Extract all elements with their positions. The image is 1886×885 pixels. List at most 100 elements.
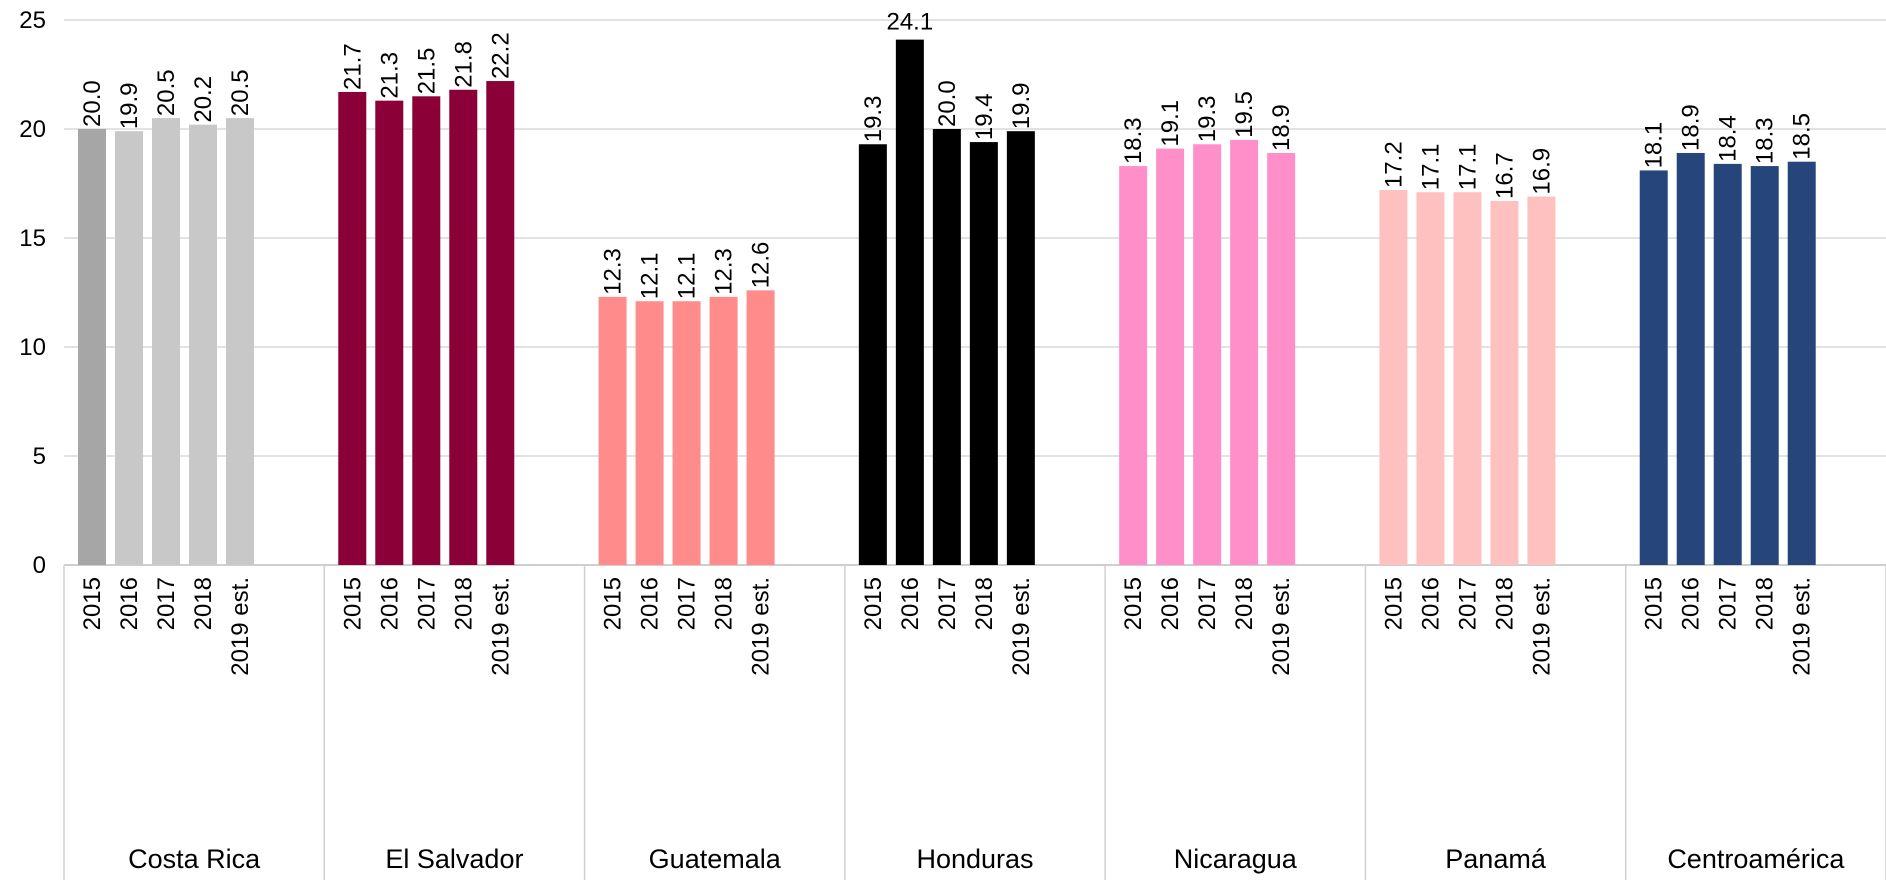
data-label: 18.5 [1789, 113, 1816, 160]
bar [1527, 196, 1556, 565]
bar [1267, 152, 1296, 566]
bar [1006, 131, 1035, 565]
category-label: 2017 [674, 577, 701, 630]
group-label: Panamá [1445, 844, 1547, 874]
group-label: Nicaragua [1174, 844, 1298, 874]
bar [1453, 192, 1482, 565]
category-label: 2015 [79, 577, 106, 630]
y-tick-label: 15 [19, 225, 46, 252]
bar [152, 118, 180, 565]
bar [858, 144, 887, 565]
data-label: 16.7 [1491, 152, 1518, 199]
bar [746, 290, 775, 565]
data-label: 19.4 [971, 93, 998, 140]
bar [932, 129, 961, 565]
data-label: 20.5 [227, 69, 254, 116]
category-label: 2017 [1454, 577, 1481, 630]
bar [449, 89, 478, 565]
y-tick-label: 25 [19, 7, 46, 34]
bar [709, 296, 738, 565]
data-label: 20.5 [153, 69, 180, 116]
category-label: 2016 [1157, 577, 1184, 630]
data-label: 21.5 [413, 48, 440, 95]
y-tick-label: 20 [19, 116, 46, 143]
data-label: 19.9 [116, 82, 143, 129]
data-label: 24.1 [886, 9, 933, 36]
category-label: 2017 [153, 577, 180, 630]
data-label: 18.4 [1715, 115, 1742, 162]
bar [1787, 161, 1816, 565]
category-label: 2017 [1194, 577, 1221, 630]
data-label: 18.3 [1752, 117, 1779, 164]
data-label: 19.9 [1008, 82, 1035, 129]
category-label: 2019 est. [1008, 577, 1035, 676]
bar [189, 124, 217, 565]
data-label: 19.3 [1194, 96, 1221, 143]
category-label: 2018 [971, 577, 998, 630]
bar [486, 81, 515, 565]
category-label: 2016 [1678, 577, 1705, 630]
data-label: 17.2 [1380, 141, 1407, 188]
data-label: 18.3 [1120, 117, 1147, 164]
data-label: 18.9 [1268, 104, 1295, 151]
category-label: 2018 [190, 577, 217, 630]
category-label: 2015 [339, 577, 366, 630]
category-label: 2015 [860, 577, 887, 630]
bar [1119, 166, 1148, 565]
data-label: 12.1 [637, 253, 664, 300]
category-label: 2018 [1231, 577, 1258, 630]
data-label: 12.1 [674, 253, 701, 300]
bar [1379, 190, 1408, 566]
data-label: 17.1 [1417, 144, 1444, 191]
category-label: 2019 est. [1789, 577, 1816, 676]
bar [1676, 152, 1705, 566]
data-label: 16.9 [1528, 148, 1555, 195]
data-label: 21.8 [450, 41, 477, 88]
group-label: Centroamérica [1667, 844, 1845, 874]
category-label: 2018 [711, 577, 738, 630]
y-tick-label: 10 [19, 334, 46, 361]
group-label: Honduras [916, 844, 1033, 874]
bar [1490, 200, 1519, 565]
bar [1750, 166, 1779, 565]
group-label: Costa Rica [128, 844, 261, 874]
category-label: 2015 [600, 577, 627, 630]
category-label: 2019 est. [487, 577, 514, 676]
category-label: 2016 [637, 577, 664, 630]
data-label: 12.3 [711, 248, 738, 295]
bar [1156, 148, 1185, 565]
bar [635, 301, 664, 565]
group-label: Guatemala [649, 844, 782, 874]
bar [1193, 144, 1222, 565]
category-label: 2016 [897, 577, 924, 630]
category-label: 2019 est. [748, 577, 775, 676]
bar [338, 91, 367, 565]
data-label: 19.3 [860, 96, 887, 143]
category-label: 2018 [1491, 577, 1518, 630]
category-label: 2015 [1120, 577, 1147, 630]
category-label: 2019 est. [227, 577, 254, 676]
bar [412, 96, 441, 566]
group-label: El Salvador [385, 844, 523, 874]
category-label: 2017 [413, 577, 440, 630]
data-label: 21.7 [339, 43, 366, 90]
data-label: 20.0 [79, 80, 106, 127]
data-label: 18.1 [1641, 122, 1668, 169]
y-tick-label: 0 [33, 552, 46, 579]
bar [78, 129, 106, 565]
category-label: 2019 est. [1528, 577, 1555, 676]
data-label: 19.1 [1157, 100, 1184, 147]
category-label: 2018 [450, 577, 477, 630]
category-label: 2018 [1752, 577, 1779, 630]
category-label: 2019 est. [1268, 577, 1295, 676]
bar [969, 142, 998, 565]
bar [598, 296, 627, 565]
category-label: 2015 [1380, 577, 1407, 630]
bar [375, 100, 404, 565]
category-label: 2016 [376, 577, 403, 630]
bar [1639, 170, 1668, 566]
data-label: 22.2 [487, 32, 514, 79]
bar [1713, 163, 1742, 565]
